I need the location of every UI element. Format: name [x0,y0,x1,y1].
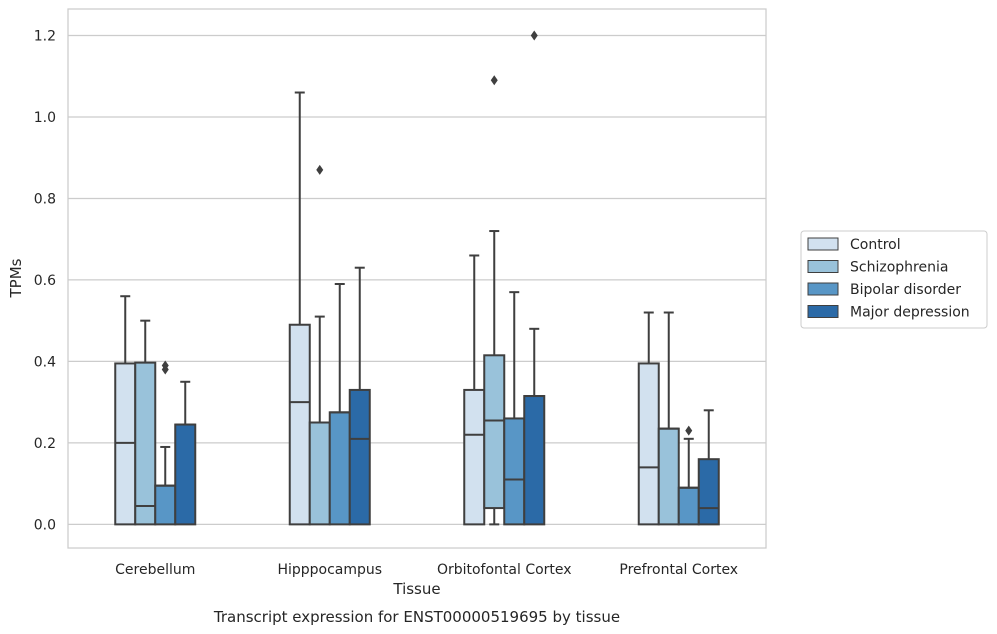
legend-label: Control [850,237,901,253]
legend-swatch [807,237,839,251]
box [154,484,177,526]
box-2-1 [483,75,506,526]
plot-frame [67,8,767,549]
box-2-0 [463,254,486,526]
box [174,423,197,526]
box [697,458,720,526]
box [503,417,526,526]
box-2-3 [523,30,546,526]
box-1-1 [308,164,331,526]
box [114,362,137,526]
y-tick-label: 0.2 [34,436,56,452]
box [677,486,700,526]
box-0-3 [174,380,197,526]
box-groups [114,30,720,526]
legend-label: Schizophrenia [850,260,948,276]
x-axis-label: Tissue [392,580,440,598]
x-tick-label: Cerebellum [115,562,195,578]
outlier-point [685,425,693,436]
x-tick-label: Hipppocampus [277,562,382,578]
legend-swatch [807,260,839,273]
box-3-0 [637,311,660,526]
box [657,427,680,526]
legend-label: Bipolar disorder [850,282,961,298]
box [463,388,486,526]
legend: Control Schizophrenia Bipolar disorder Majo… [800,230,988,329]
y-tick-label: 1.2 [34,28,56,44]
x-tick-labels: Cerebellum Hipppocampus Orbitofontal Corte… [115,562,738,578]
box [348,388,371,526]
outlier-point [490,75,498,86]
legend-label: Major depression [850,305,970,321]
box [483,354,506,510]
box-3-3 [697,409,720,526]
box-3-1 [657,311,680,526]
box-1-3 [348,266,371,526]
box-1-2 [328,283,351,526]
box-0-1 [134,319,157,526]
legend-swatch [807,282,839,296]
chart-caption: Transcript expression for ENST0000051969… [213,608,620,626]
x-tick-label: Orbitofontal Cortex [437,562,572,578]
legend-swatch [807,305,839,318]
box [288,323,311,526]
y-tick-label: 0.0 [34,517,56,533]
box-1-0 [288,91,311,526]
outlier-point [161,360,169,371]
outlier-point [530,30,538,41]
y-axis-label: TPMs [7,258,25,298]
box-2-2 [503,291,526,526]
legend-items: Control Schizophrenia Bipolar disorder Majo… [807,237,970,321]
y-tick-labels: 0.0 0.2 0.4 0.6 0.8 1.0 1.2 [34,28,56,533]
box [523,395,546,526]
y-tick-label: 0.4 [34,354,56,370]
y-tick-label: 0.6 [34,273,56,289]
outlier-point [316,164,324,175]
y-tick-label: 0.8 [34,191,56,207]
box-0-2 [154,360,177,526]
box [637,362,660,526]
box-0-0 [114,295,137,526]
legend-frame [800,230,988,329]
x-tick-label: Prefrontal Cortex [619,562,738,578]
box [308,421,331,526]
box [328,411,351,526]
y-tick-label: 1.0 [34,110,56,126]
box-3-2 [677,425,700,526]
box [134,361,157,526]
